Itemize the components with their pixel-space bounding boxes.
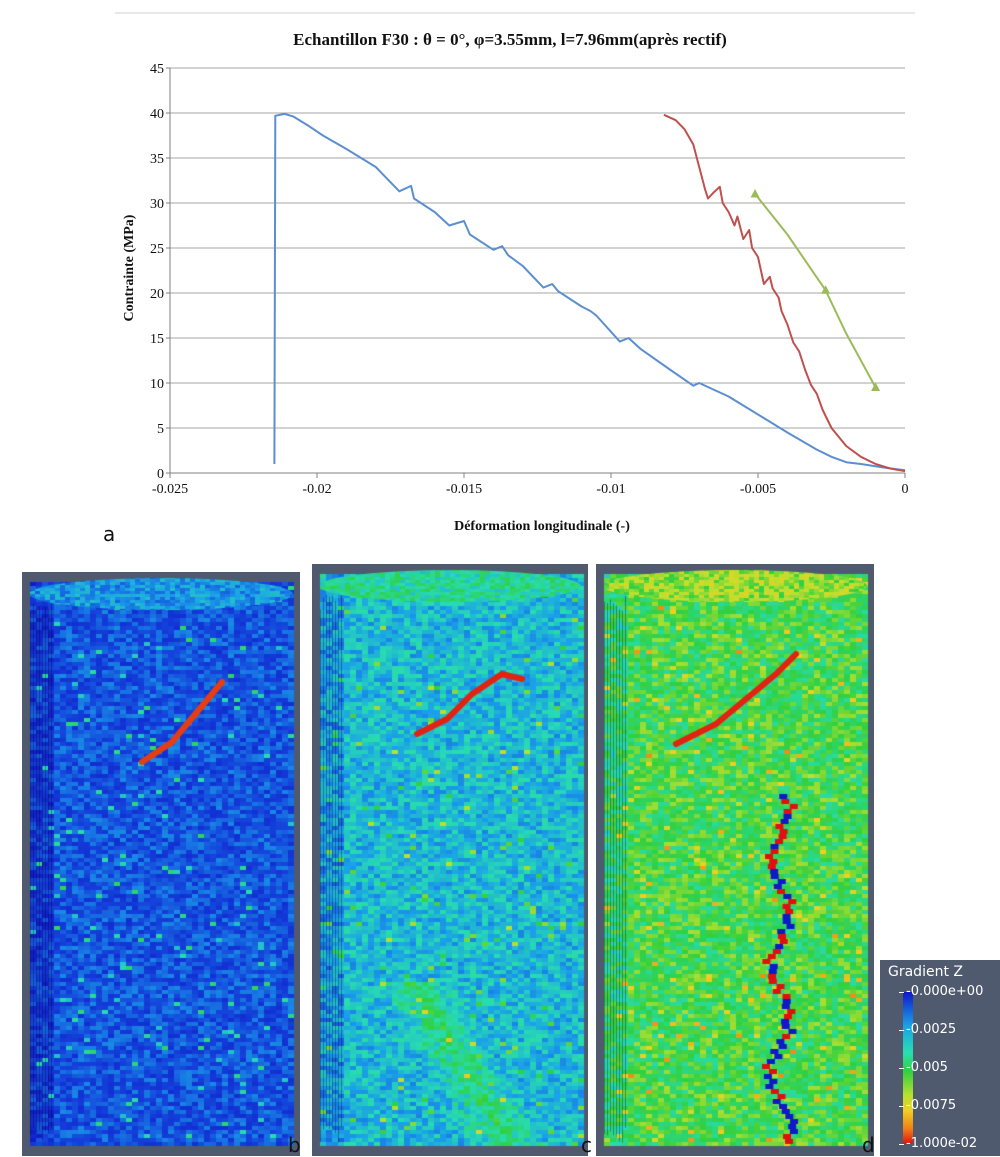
x-tick-label: -0.01 — [596, 482, 625, 497]
series-line-0 — [273, 112, 906, 472]
x-tick-label: -0.02 — [302, 482, 331, 497]
y-tick-label: 30 — [150, 197, 164, 212]
colorbar-tick-3: -0.0075 — [898, 1098, 957, 1113]
gridlines — [170, 67, 905, 429]
sample-render-d — [596, 564, 874, 1156]
voxel-render-c — [312, 564, 588, 1156]
y-tick-label: 20 — [150, 287, 164, 302]
y-tick-label: 5 — [157, 422, 164, 437]
colorbar-tick-0: -0.000e+00 — [898, 984, 984, 999]
panel-label-d: d — [862, 1133, 875, 1157]
y-tick-label: 40 — [150, 107, 164, 122]
series-marker-2 — [821, 285, 831, 294]
y-tick-label: 10 — [150, 377, 164, 392]
y-tick-labels: 0 5 10 15 20 25 30 35 40 45 — [150, 62, 164, 482]
y-tick-label: 0 — [157, 467, 164, 482]
x-tick-label: -0.015 — [446, 482, 482, 497]
y-tick-label: 35 — [150, 152, 164, 167]
chart-title: Echantillon F30 : θ = 0°, φ=3.55mm, l=7.… — [293, 30, 727, 49]
colorbar-tick-2: -0.005 — [899, 1060, 948, 1075]
y-tick-label: 45 — [150, 62, 164, 77]
voxel-render-d — [596, 564, 874, 1156]
colorbar-legend: Gradient Z -0.000e+00 -0.0025 -0.005 -0.… — [880, 960, 1000, 1156]
series-marker-2 — [871, 382, 881, 391]
series-line-1 — [663, 113, 906, 473]
x-tick-label: 0 — [902, 482, 909, 497]
panel-label-b: b — [288, 1133, 301, 1157]
voxel-render-b — [22, 572, 300, 1156]
stress-strain-chart: Echantillon F30 : θ = 0°, φ=3.55mm, l=7.… — [115, 12, 915, 534]
y-axis-label: Contrainte (MPa) — [122, 214, 137, 321]
panel-label-c: c — [581, 1133, 592, 1157]
series-marker-2 — [750, 189, 760, 198]
panel-label-a: a — [103, 522, 116, 546]
x-tick-label: -0.005 — [740, 482, 776, 497]
x-axis-label: Déformation longitudinale (-) — [454, 519, 630, 534]
sample-render-b — [22, 572, 300, 1156]
colorbar-gradient — [903, 992, 913, 1144]
x-tick-label: -0.025 — [152, 482, 188, 497]
y-tick-label: 15 — [150, 332, 164, 347]
axes — [166, 67, 906, 478]
y-tick-label: 25 — [150, 242, 164, 257]
colorbar-title: Gradient Z — [888, 964, 963, 980]
colorbar-tick-4: -1.000e-02 — [898, 1136, 978, 1151]
x-tick-labels: -0.025 -0.02 -0.015 -0.01 -0.005 0 — [152, 482, 909, 497]
data-series — [273, 112, 906, 473]
colorbar-tick-1: -0.0025 — [898, 1022, 957, 1037]
sample-render-c — [312, 564, 588, 1156]
